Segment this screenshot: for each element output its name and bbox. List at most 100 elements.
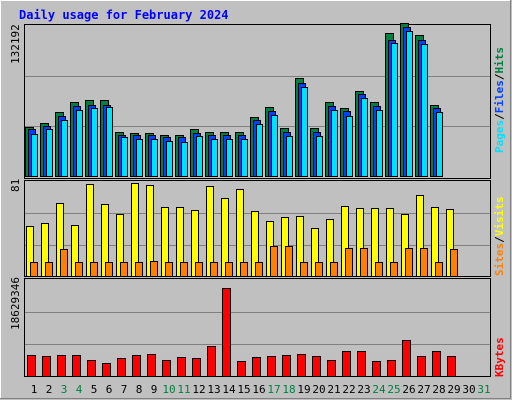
sites-bar: [195, 262, 203, 277]
x-tick-label: 15: [237, 383, 250, 396]
x-tick-label: 17: [267, 383, 280, 396]
kbytes-bar: [102, 363, 111, 377]
x-tick-label: 7: [121, 383, 128, 396]
panel-hits-max-label: 132192: [9, 24, 22, 64]
kbytes-bar: [177, 357, 186, 377]
sites-bar: [60, 249, 68, 277]
x-tick-label: 31: [477, 383, 490, 396]
legend-slash: /: [493, 73, 506, 80]
legend-bottom: KBytes: [493, 337, 506, 377]
sites-bar: [30, 262, 38, 277]
kbytes-bar: [402, 340, 411, 377]
x-tick-label: 5: [91, 383, 98, 396]
sites-bar: [270, 246, 278, 277]
legend-hits: Hits: [493, 47, 506, 74]
pages-bar: [271, 115, 278, 177]
pages-bar: [46, 129, 53, 177]
x-tick-label: 16: [252, 383, 265, 396]
pages-bar: [421, 44, 428, 177]
pages-bar: [91, 108, 98, 177]
legend-slash: /: [493, 113, 506, 120]
legend-top: Pages/Files/Hits: [493, 47, 506, 153]
sites-bar: [255, 262, 263, 277]
kbytes-bar: [357, 351, 366, 377]
panel-hits-files-pages: 132192 Pages/Files/Hits: [9, 23, 506, 179]
pages-bar: [331, 110, 338, 177]
x-tick-label: 20: [312, 383, 325, 396]
kbytes-bar: [432, 351, 441, 377]
kbytes-bar: [342, 351, 351, 377]
sites-bar: [435, 262, 443, 277]
sites-bar: [405, 248, 413, 277]
sites-bar: [165, 262, 173, 277]
sites-bar: [375, 262, 383, 277]
sites-bar: [150, 261, 158, 277]
pages-bar: [181, 142, 188, 177]
sites-bar: [75, 262, 83, 277]
sites-bar: [420, 248, 428, 277]
legend-kbytes: KBytes: [493, 337, 506, 377]
x-tick-label: 13: [207, 383, 220, 396]
panel-visits-bars: [26, 183, 458, 277]
kbytes-bar: [447, 356, 456, 377]
x-tick-label: 8: [136, 383, 143, 396]
pages-bar: [391, 43, 398, 177]
kbytes-bar: [117, 358, 126, 377]
pages-bar: [151, 139, 158, 177]
sites-bar: [240, 262, 248, 277]
kbytes-bar: [222, 288, 231, 377]
pages-bar: [196, 136, 203, 177]
sites-bar: [210, 262, 218, 277]
x-tick-label: 30: [462, 383, 475, 396]
pages-bar: [436, 112, 443, 177]
pages-bar: [406, 31, 413, 177]
kbytes-bar: [147, 354, 156, 377]
x-tick-label: 25: [387, 383, 400, 396]
sites-bar: [180, 262, 188, 277]
svg-text:Sites/Visits: Sites/Visits: [493, 197, 506, 277]
pages-bar: [121, 137, 128, 177]
legend-pages: Pages: [493, 120, 506, 153]
pages-bar: [226, 139, 233, 177]
kbytes-bar: [132, 355, 141, 377]
pages-bar: [76, 110, 83, 177]
x-axis-day-labels: 1 2 3 4 5 6 7 8 9 10 11 12 13 14 15 16 17 18 19 20 21 22 23 24 2…: [31, 383, 491, 396]
legend-middle: Sites/Visits: [493, 197, 506, 277]
panel-kbytes-bars: [27, 288, 456, 377]
pages-bar: [166, 141, 173, 177]
x-tick-label: 26: [402, 383, 415, 396]
sites-bar: [225, 262, 233, 277]
panel-visits-max-label: 81: [9, 179, 22, 192]
kbytes-bar: [312, 356, 321, 377]
kbytes-bar: [297, 354, 306, 377]
sites-bar: [360, 248, 368, 277]
kbytes-bar: [207, 346, 216, 377]
kbytes-bar: [387, 360, 396, 377]
panel-visits-sites: 81 Sites/Visits: [9, 179, 506, 277]
sites-bar: [45, 262, 53, 277]
kbytes-bar: [42, 356, 51, 377]
sites-bar: [135, 262, 143, 277]
pages-bar: [301, 87, 308, 177]
panel-kbytes-max-label: 18629346: [9, 277, 22, 330]
x-tick-label: 18: [282, 383, 295, 396]
svg-text:Pages/Files/Hits: Pages/Files/Hits: [493, 47, 506, 153]
pages-bar: [361, 98, 368, 177]
panel-kbytes: 18629346 KBytes: [9, 277, 506, 377]
x-tick-label: 21: [327, 383, 340, 396]
pages-bar: [211, 139, 218, 177]
x-tick-label: 28: [432, 383, 445, 396]
kbytes-bar: [162, 360, 171, 377]
x-tick-label: 14: [222, 383, 236, 396]
x-tick-label: 4: [76, 383, 83, 396]
x-tick-label: 23: [357, 383, 370, 396]
x-tick-label: 22: [342, 383, 355, 396]
pages-bar: [241, 139, 248, 177]
sites-bar: [120, 262, 128, 277]
pages-bar: [31, 134, 38, 177]
kbytes-bar: [237, 361, 246, 377]
kbytes-bar: [267, 356, 276, 377]
sites-bar: [390, 262, 398, 277]
sites-bar: [330, 262, 338, 277]
